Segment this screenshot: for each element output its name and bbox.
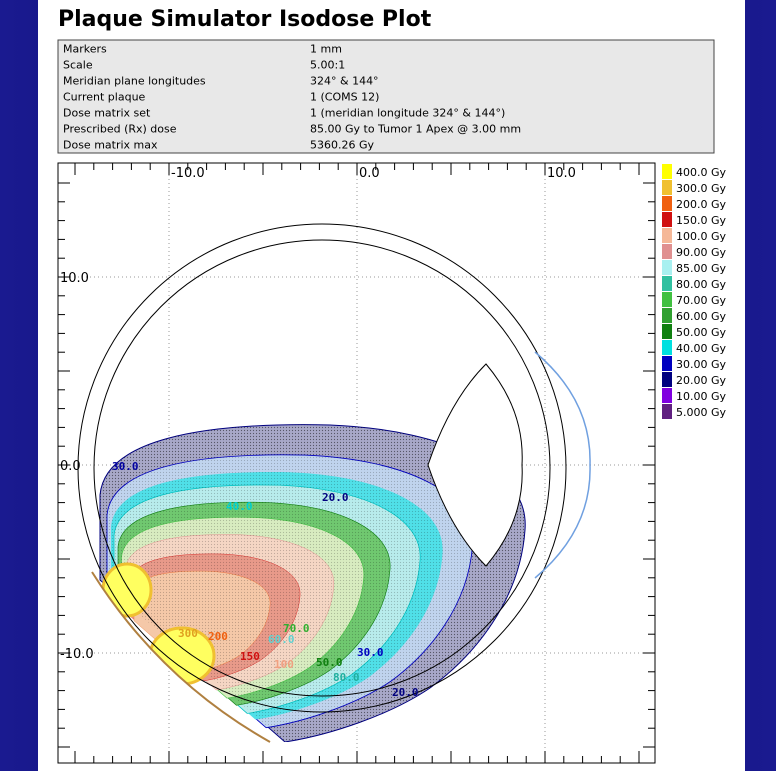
legend-label: 30.00 Gy [676, 358, 727, 371]
legend-swatch [662, 372, 672, 387]
contour-label: 20.0 [392, 686, 419, 699]
legend-label: 200.0 Gy [676, 198, 727, 211]
legend-label: 5.000 Gy [676, 406, 727, 419]
legend-swatch [662, 244, 672, 259]
info-value: 85.00 Gy to Tumor 1 Apex @ 3.00 mm [310, 123, 521, 136]
contour-label: 300 [178, 627, 198, 640]
legend-label: 80.00 Gy [676, 278, 727, 291]
info-value: 5.00:1 [310, 59, 345, 72]
x-tick-label: 10.0 [547, 166, 576, 181]
info-label: Dose matrix set [63, 107, 151, 120]
contour-label: 200 [208, 630, 228, 643]
legend-swatch [662, 164, 672, 179]
y-tick-label: -10.0 [60, 647, 94, 662]
legend-swatch [662, 324, 672, 339]
contour-label: 30.0 [357, 646, 384, 659]
legend-label: 85.00 Gy [676, 262, 727, 275]
info-value: 1 mm [310, 43, 342, 56]
info-label: Current plaque [63, 91, 146, 104]
legend-swatch [662, 180, 672, 195]
info-label: Markers [63, 43, 107, 56]
contour-label: 60.0 [268, 633, 295, 646]
info-value: 1 (COMS 12) [310, 91, 379, 104]
x-tick-label: 0.0 [359, 166, 380, 181]
legend-label: 400.0 Gy [676, 166, 727, 179]
legend-swatch [662, 292, 672, 307]
contour-label: 20.0 [322, 491, 349, 504]
legend-label: 40.00 Gy [676, 342, 727, 355]
info-label: Scale [63, 59, 93, 72]
legend-swatch [662, 308, 672, 323]
x-tick-label: -10.0 [171, 166, 205, 181]
info-label: Dose matrix max [63, 139, 158, 152]
legend-swatch [662, 356, 672, 371]
legend-label: 70.00 Gy [676, 294, 727, 307]
legend-label: 150.0 Gy [676, 214, 727, 227]
legend-swatch [662, 212, 672, 227]
title: Plaque Simulator Isodose Plot [58, 7, 432, 32]
legend-label: 300.0 Gy [676, 182, 727, 195]
y-tick-label: 0.0 [60, 459, 81, 474]
legend-swatch [662, 260, 672, 275]
legend-label: 60.00 Gy [676, 310, 727, 323]
legend-label: 50.00 Gy [676, 326, 727, 339]
y-tick-label: 10.0 [60, 271, 89, 286]
legend-label: 10.00 Gy [676, 390, 727, 403]
legend-swatch [662, 196, 672, 211]
contour-label: 40.0 [226, 500, 253, 513]
screen: Plaque Simulator Isodose Plot Markers 1 m… [0, 0, 776, 771]
contour-label: 30.0 [112, 460, 139, 473]
info-label: Prescribed (Rx) dose [63, 123, 177, 136]
contour-label: 50.0 [316, 656, 343, 669]
legend-swatch [662, 228, 672, 243]
info-value: 1 (meridian longitude 324° & 144°) [310, 107, 505, 120]
legend-swatch [662, 404, 672, 419]
legend-label: 20.00 Gy [676, 374, 727, 387]
contour-label: 100 [274, 658, 294, 671]
contour-label: 150 [240, 650, 260, 663]
contour-label: 80.0 [333, 671, 360, 684]
info-table [58, 40, 714, 153]
legend-label: 100.0 Gy [676, 230, 727, 243]
info-value: 5360.26 Gy [310, 139, 375, 152]
legend-swatch [662, 276, 672, 291]
legend-label: 90.00 Gy [676, 246, 727, 259]
legend-swatch [662, 388, 672, 403]
info-label: Meridian plane longitudes [63, 75, 206, 88]
info-value: 324° & 144° [310, 75, 379, 88]
legend-swatch [662, 340, 672, 355]
